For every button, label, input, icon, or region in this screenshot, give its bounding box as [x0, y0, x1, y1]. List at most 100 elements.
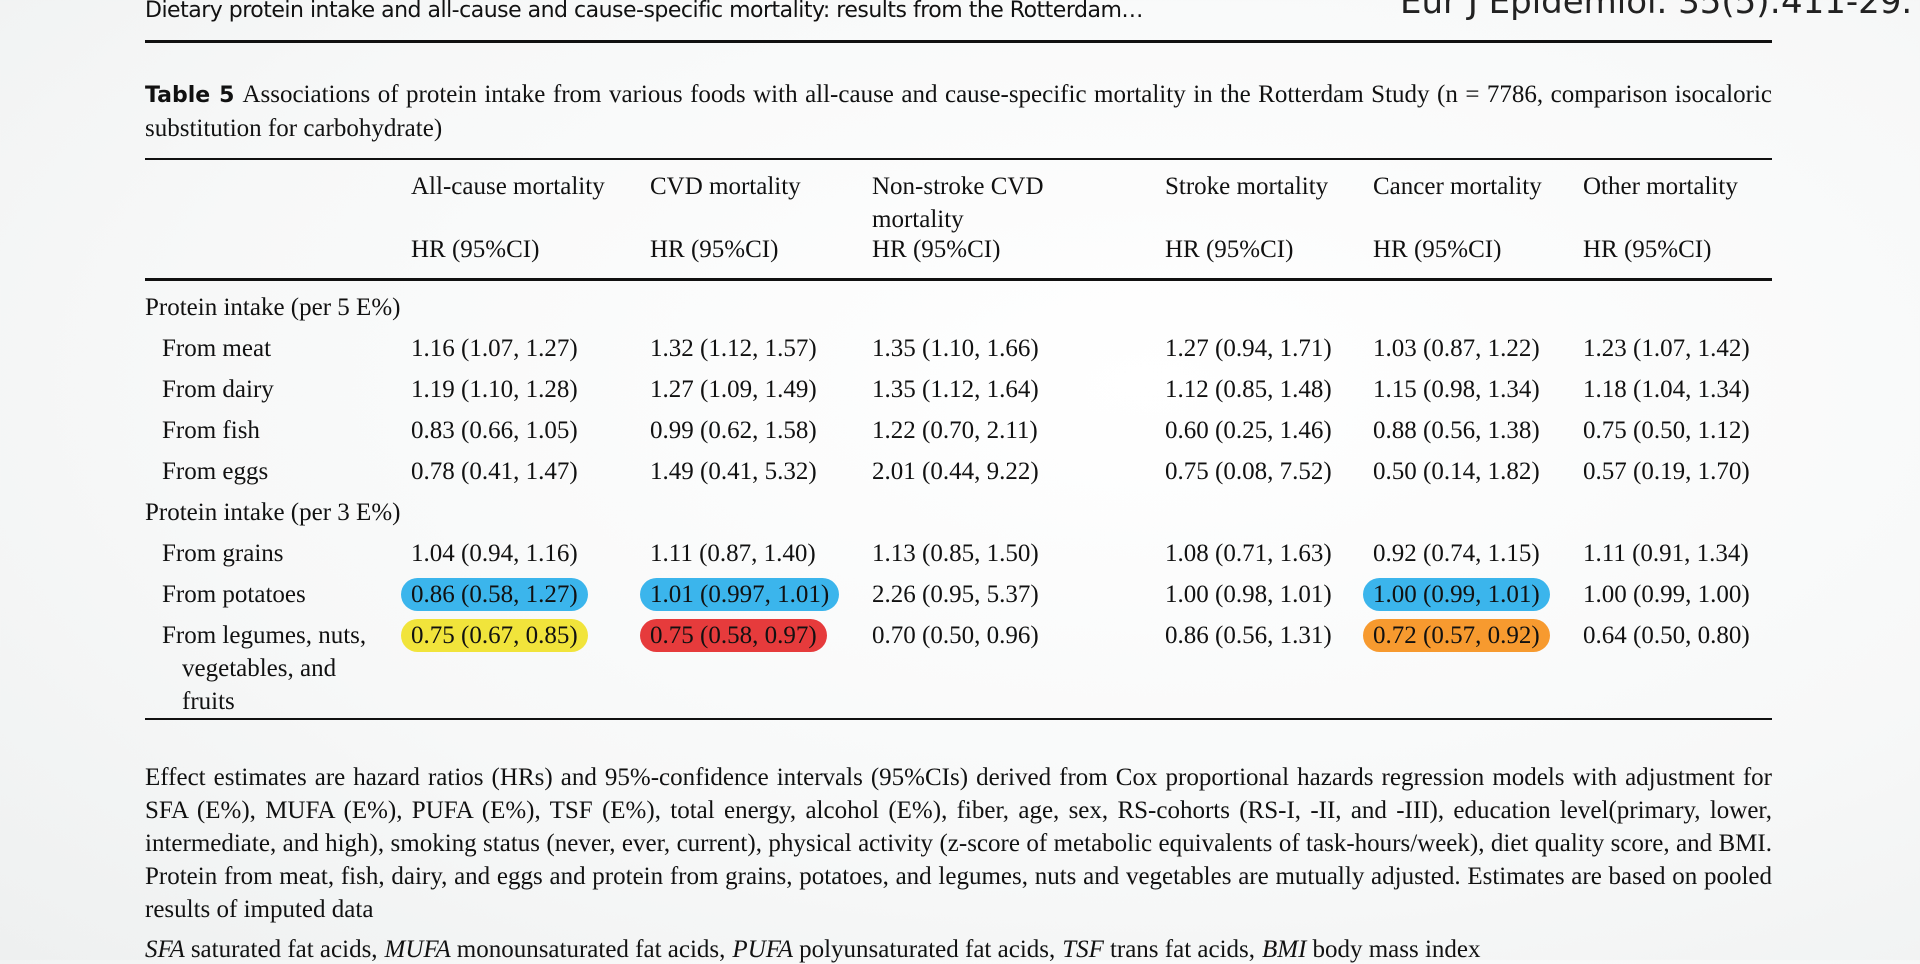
- table: All-cause mortality CVD mortality Non-stro…: [145, 158, 1772, 720]
- cell: 1.00 (0.99, 1.01): [1363, 574, 1583, 615]
- cell: 1.16 (1.07, 1.27): [411, 328, 650, 369]
- abbr-definition: polyunsaturated fat acids,: [799, 936, 1056, 963]
- cell: 0.50 (0.14, 1.82): [1373, 451, 1583, 492]
- table-row: From dairy 1.19 (1.10, 1.28) 1.27 (1.09, 1…: [145, 369, 1772, 410]
- value: 1.15 (0.98, 1.34): [1373, 376, 1540, 403]
- table-row: From eggs 0.78 (0.41, 1.47) 1.49 (0.41, 5.…: [145, 451, 1772, 492]
- value: 1.04 (0.94, 1.16): [411, 540, 578, 567]
- cell: 0.75 (0.08, 7.52): [1165, 451, 1373, 492]
- table-row: From potatoes 0.86 (0.58, 1.27) 1.01 (0.99…: [145, 574, 1772, 615]
- value: 0.50 (0.14, 1.82): [1373, 458, 1540, 485]
- value: 0.57 (0.19, 1.70): [1583, 458, 1750, 485]
- cell: 0.75 (0.50, 1.12): [1583, 410, 1772, 451]
- running-title: Dietary protein intake and all-cause and…: [145, 0, 1143, 23]
- value: 1.11 (0.87, 1.40): [650, 540, 816, 567]
- cell: 0.75 (0.58, 0.97): [640, 615, 872, 720]
- cell: 0.57 (0.19, 1.70): [1583, 451, 1772, 492]
- table-row: From legumes, nuts, vegetables, and frui…: [145, 615, 1772, 720]
- cell: 0.83 (0.66, 1.05): [411, 410, 650, 451]
- value: 1.35 (1.10, 1.66): [872, 335, 1039, 362]
- footnote: Effect estimates are hazard ratios (HRs)…: [145, 764, 1772, 923]
- subheader: HR (95%CI): [1373, 236, 1583, 281]
- table-label: Table 5: [145, 83, 235, 108]
- cell: 2.01 (0.44, 9.22): [872, 451, 1165, 492]
- table-row: Protein intake (per 5 E%): [145, 280, 1772, 329]
- cell: 1.22 (0.70, 2.11): [872, 410, 1165, 451]
- value: 1.16 (1.07, 1.27): [411, 335, 578, 362]
- highlighted-value: 0.86 (0.58, 1.27): [401, 578, 588, 611]
- col-header: Stroke mortality: [1165, 158, 1373, 236]
- value: 2.26 (0.95, 5.37): [872, 581, 1039, 608]
- value: 0.75 (0.08, 7.52): [1165, 458, 1332, 485]
- row-label: From eggs: [162, 458, 269, 485]
- value: 0.86 (0.56, 1.31): [1165, 622, 1332, 649]
- cell: 1.11 (0.87, 1.40): [650, 533, 872, 574]
- cell: 2.26 (0.95, 5.37): [872, 574, 1165, 615]
- value: 0.78 (0.41, 1.47): [411, 458, 578, 485]
- highlighted-value: 1.00 (0.99, 1.01): [1363, 578, 1550, 611]
- table-body: Protein intake (per 5 E%) From meat 1.16 (…: [145, 280, 1772, 720]
- value: 0.64 (0.50, 0.80): [1583, 622, 1750, 649]
- value: 0.92 (0.74, 1.15): [1373, 540, 1540, 567]
- value: 1.12 (0.85, 1.48): [1165, 376, 1332, 403]
- highlighted-value: 1.01 (0.997, 1.01): [640, 578, 840, 611]
- highlighted-value: 0.75 (0.58, 0.97): [640, 619, 827, 652]
- table-row: From grains 1.04 (0.94, 1.16) 1.11 (0.87, …: [145, 533, 1772, 574]
- row-label: From fish: [162, 417, 260, 444]
- cell: 1.27 (1.09, 1.49): [650, 369, 872, 410]
- value: 0.75 (0.50, 1.12): [1583, 417, 1750, 444]
- cell: 1.49 (0.41, 5.32): [650, 451, 872, 492]
- abbr-term: PUFA: [732, 936, 794, 963]
- abbr-term: SFA: [145, 936, 185, 963]
- cell: 0.92 (0.74, 1.15): [1373, 533, 1583, 574]
- row-label: From dairy: [162, 376, 274, 403]
- cell: 1.27 (0.94, 1.71): [1165, 328, 1373, 369]
- cell: 1.35 (1.12, 1.64): [872, 369, 1165, 410]
- value: 1.08 (0.71, 1.63): [1165, 540, 1332, 567]
- value: 1.19 (1.10, 1.28): [411, 376, 578, 403]
- cell: 0.78 (0.41, 1.47): [411, 451, 650, 492]
- value: 1.32 (1.12, 1.57): [650, 335, 817, 362]
- value: 0.70 (0.50, 0.96): [872, 622, 1039, 649]
- value: 1.18 (1.04, 1.34): [1583, 376, 1750, 403]
- row-label: From meat: [162, 335, 272, 362]
- value: 1.35 (1.12, 1.64): [872, 376, 1039, 403]
- value: 0.99 (0.62, 1.58): [650, 417, 817, 444]
- col-header: Other mortality: [1583, 158, 1772, 236]
- cell: 1.13 (0.85, 1.50): [872, 533, 1165, 574]
- col-header: Non-stroke CVD mortality: [872, 158, 1165, 236]
- value: 1.22 (0.70, 2.11): [872, 417, 1038, 444]
- value: 1.23 (1.07, 1.42): [1583, 335, 1750, 362]
- subheader: HR (95%CI): [1583, 236, 1772, 281]
- abbr-definition: body mass index: [1312, 936, 1481, 963]
- citation: Eur J Epidemiol. 35(5):411-29.: [1400, 0, 1913, 22]
- cell: 1.19 (1.10, 1.28): [411, 369, 650, 410]
- table-row: From meat 1.16 (1.07, 1.27) 1.32 (1.12, 1.…: [145, 328, 1772, 369]
- cell: 1.12 (0.85, 1.48): [1165, 369, 1373, 410]
- abbr-definition: trans fat acids,: [1109, 936, 1256, 963]
- subheader: HR (95%CI): [1165, 236, 1373, 281]
- rule: [145, 40, 1772, 43]
- value: 1.03 (0.87, 1.22): [1373, 335, 1540, 362]
- abbr-definition: saturated fat acids,: [190, 936, 378, 963]
- abbreviations: SFA saturated fat acids, MUFA monounsaturat…: [145, 936, 1488, 964]
- cell: 0.70 (0.50, 0.96): [872, 615, 1165, 720]
- cell: 0.86 (0.58, 1.27): [401, 574, 650, 615]
- section-label: Protein intake (per 3 E%): [145, 499, 401, 526]
- subheader: HR (95%CI): [872, 236, 1165, 281]
- value: 1.00 (0.99, 1.00): [1583, 581, 1750, 608]
- cell: 1.01 (0.997, 1.01): [640, 574, 872, 615]
- cell: 0.99 (0.62, 1.58): [650, 410, 872, 451]
- abbr-term: TSF: [1062, 936, 1104, 963]
- cell: 1.23 (1.07, 1.42): [1583, 328, 1772, 369]
- cell: 1.11 (0.91, 1.34): [1583, 533, 1772, 574]
- value: 1.13 (0.85, 1.50): [872, 540, 1039, 567]
- highlighted-value: 0.75 (0.67, 0.85): [401, 619, 588, 652]
- cell: 0.64 (0.50, 0.80): [1583, 615, 1772, 720]
- cell: 0.72 (0.57, 0.92): [1363, 615, 1583, 720]
- abbr-term: BMI: [1262, 936, 1307, 963]
- cell: 1.15 (0.98, 1.34): [1373, 369, 1583, 410]
- highlighted-value: 0.72 (0.57, 0.92): [1363, 619, 1550, 652]
- cell: 0.88 (0.56, 1.38): [1373, 410, 1583, 451]
